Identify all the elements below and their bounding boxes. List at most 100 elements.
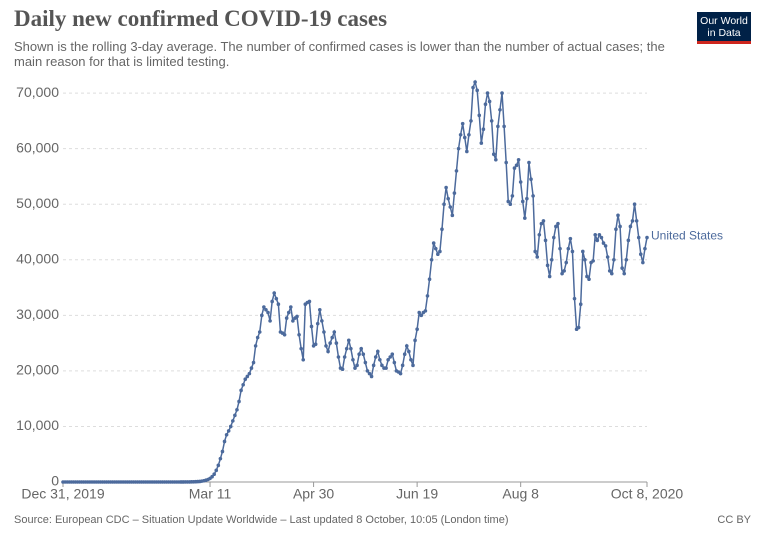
data-point bbox=[535, 255, 540, 259]
data-point bbox=[369, 374, 374, 379]
data-point bbox=[384, 366, 388, 370]
data-point bbox=[525, 196, 529, 201]
data-point bbox=[375, 349, 380, 354]
data-point bbox=[591, 259, 595, 263]
data-point bbox=[518, 180, 523, 184]
x-tick-label: Mar 11 bbox=[189, 486, 232, 502]
data-point bbox=[367, 371, 372, 376]
y-tick-label: 30,000 bbox=[16, 306, 59, 322]
data-point bbox=[504, 160, 508, 165]
data-point bbox=[512, 166, 517, 170]
chart: 0 10,000 20,000 30,000 40,000 50,000 60,000 70,… bbox=[16, 79, 723, 502]
data-point bbox=[597, 232, 602, 237]
data-point bbox=[587, 277, 591, 282]
data-point bbox=[634, 219, 639, 223]
data-point bbox=[508, 202, 513, 207]
data-point bbox=[462, 135, 467, 140]
data-point bbox=[411, 363, 415, 368]
data-point bbox=[239, 388, 243, 393]
data-point bbox=[398, 371, 403, 376]
logo[interactable]: Our World in Data bbox=[697, 12, 751, 44]
x-tick-label: Oct 8, 2020 bbox=[611, 486, 684, 502]
data-point bbox=[363, 360, 368, 365]
data-point bbox=[454, 169, 459, 173]
data-point bbox=[485, 91, 490, 95]
data-point bbox=[554, 224, 558, 229]
data-point bbox=[417, 310, 421, 315]
data-point bbox=[315, 321, 320, 326]
data-point bbox=[404, 344, 409, 348]
data-point bbox=[566, 246, 571, 251]
data-point bbox=[479, 141, 484, 145]
data-point bbox=[245, 374, 250, 379]
data-point bbox=[552, 235, 556, 240]
data-point bbox=[334, 341, 339, 345]
data-point bbox=[500, 91, 504, 95]
data-point bbox=[564, 260, 569, 265]
data-point bbox=[489, 119, 494, 123]
data-point bbox=[324, 344, 328, 348]
data-point bbox=[228, 424, 233, 429]
data-point bbox=[342, 355, 347, 359]
data-point bbox=[386, 357, 390, 362]
y-tick-label: 70,000 bbox=[16, 84, 59, 100]
y-tick-label: 60,000 bbox=[16, 139, 59, 155]
data-point bbox=[214, 468, 219, 473]
data-point bbox=[353, 366, 357, 370]
series-label[interactable]: United States bbox=[651, 229, 723, 243]
data-point bbox=[498, 107, 502, 112]
data-point bbox=[359, 346, 364, 351]
chart-title: Daily new confirmed COVID-19 cases bbox=[14, 6, 388, 31]
data-point bbox=[558, 246, 562, 251]
data-point bbox=[471, 85, 475, 90]
data-point bbox=[270, 299, 274, 304]
data-point bbox=[643, 246, 647, 251]
x-tick-label: Aug 8 bbox=[502, 486, 539, 502]
data-point bbox=[266, 310, 270, 315]
data-point bbox=[218, 456, 223, 461]
data-point bbox=[371, 363, 376, 368]
data-point bbox=[593, 232, 598, 237]
data-point bbox=[494, 157, 498, 162]
data-point bbox=[547, 274, 552, 279]
data-point bbox=[556, 221, 560, 226]
data-point bbox=[317, 307, 322, 312]
data-point bbox=[295, 314, 299, 319]
data-point bbox=[496, 124, 500, 129]
license[interactable]: CC BY bbox=[717, 514, 751, 526]
data-point bbox=[442, 202, 446, 207]
data-point bbox=[549, 257, 554, 262]
data-point bbox=[253, 344, 258, 348]
data-point bbox=[344, 346, 349, 351]
data-point bbox=[373, 355, 378, 359]
data-point bbox=[268, 319, 272, 323]
data-point bbox=[313, 342, 318, 347]
data-point bbox=[444, 185, 448, 190]
y-tick-label: 40,000 bbox=[16, 250, 59, 266]
data-point bbox=[380, 363, 384, 368]
data-point bbox=[537, 232, 542, 237]
data-point bbox=[438, 249, 442, 254]
data-point bbox=[330, 335, 335, 340]
data-point bbox=[645, 235, 649, 240]
data-point bbox=[607, 269, 612, 273]
data-point bbox=[423, 309, 428, 313]
data-point bbox=[361, 352, 366, 357]
data-point bbox=[212, 472, 216, 477]
data-point bbox=[578, 302, 583, 307]
data-point bbox=[340, 367, 345, 372]
data-point bbox=[346, 338, 351, 343]
data-point bbox=[460, 121, 465, 126]
data-point bbox=[336, 355, 341, 359]
data-point bbox=[351, 357, 355, 362]
data-point bbox=[249, 366, 254, 370]
data-point bbox=[527, 160, 531, 165]
data-point bbox=[415, 327, 419, 332]
data-point bbox=[545, 263, 550, 268]
data-point bbox=[392, 360, 397, 365]
data-point bbox=[641, 260, 645, 265]
data-point bbox=[378, 357, 382, 362]
data-point bbox=[247, 371, 252, 376]
data-point bbox=[626, 238, 631, 243]
data-point bbox=[636, 235, 641, 240]
